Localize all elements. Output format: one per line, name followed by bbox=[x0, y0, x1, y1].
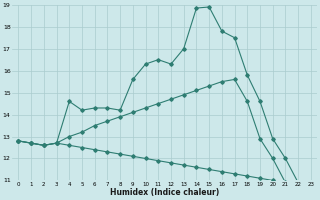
X-axis label: Humidex (Indice chaleur): Humidex (Indice chaleur) bbox=[110, 188, 219, 197]
